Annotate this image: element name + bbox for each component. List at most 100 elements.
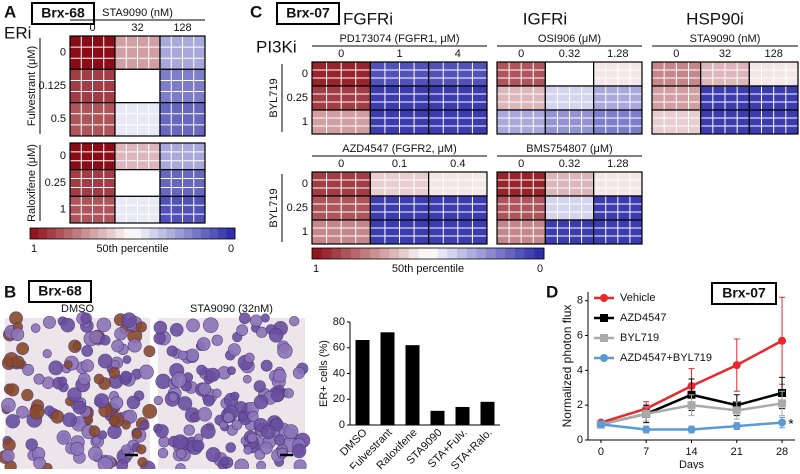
cell xyxy=(205,447,221,463)
colorbar-cell xyxy=(515,248,526,259)
cell xyxy=(80,312,92,324)
colorbar-cell xyxy=(408,248,419,259)
cell xyxy=(11,355,25,369)
colorbar-cell xyxy=(123,228,133,239)
colorbar-cell xyxy=(175,228,185,239)
y-tick-label: 80 xyxy=(333,316,345,328)
colorbar-cell xyxy=(466,248,477,259)
colorbar-cell xyxy=(226,228,236,239)
colorbar-cell xyxy=(106,228,116,239)
cell xyxy=(135,321,147,333)
cell xyxy=(5,414,20,429)
block-border xyxy=(748,109,799,135)
row-axis-label: Raloxifene (μM) xyxy=(26,144,38,222)
cell xyxy=(271,388,285,402)
cell xyxy=(283,388,294,399)
cell xyxy=(137,456,148,468)
colorbar-cell xyxy=(55,228,65,239)
x-tick-label: 14 xyxy=(685,446,697,458)
cell xyxy=(153,320,168,335)
cell xyxy=(56,430,71,445)
cell xyxy=(289,315,300,327)
cell xyxy=(259,441,273,455)
block-border xyxy=(428,219,488,245)
cell xyxy=(272,368,287,383)
legend-label: AZD4547 xyxy=(620,312,666,324)
colorbar-cell xyxy=(312,248,323,259)
col-label: 0.32 xyxy=(559,158,580,170)
image-label: STA9090 (32nM) xyxy=(190,303,273,315)
cell xyxy=(244,352,255,363)
cell xyxy=(136,444,147,455)
cell xyxy=(22,364,35,376)
colorbar-cell xyxy=(192,228,202,239)
marker xyxy=(596,420,605,429)
cell xyxy=(253,380,266,393)
cell xyxy=(42,349,52,359)
colorbar-cell xyxy=(141,228,150,239)
heatmap-title: PD173074 (FGFR1, μM) xyxy=(339,33,459,45)
cell xyxy=(33,456,46,470)
cell xyxy=(219,456,229,466)
marker xyxy=(732,361,741,370)
col-label: 32 xyxy=(131,22,143,34)
cell xyxy=(88,425,101,437)
cell xyxy=(155,424,169,438)
y-tick-label: 0 xyxy=(339,419,345,431)
colorbar-cell xyxy=(72,228,82,239)
cell xyxy=(70,441,85,456)
cell xyxy=(58,376,68,386)
col-label: 1.28 xyxy=(607,158,628,170)
row-class: PI3Ki xyxy=(256,37,297,56)
row-axis-label: BYL719 xyxy=(268,188,280,227)
colorbar-cell xyxy=(81,228,91,239)
cell xyxy=(168,392,178,402)
cell xyxy=(227,366,236,376)
col-label: 0 xyxy=(338,158,344,170)
colorbar-cell xyxy=(505,248,516,259)
tag: Brx-68 xyxy=(41,5,85,21)
cell xyxy=(132,429,143,439)
cell xyxy=(175,448,187,459)
cell xyxy=(192,439,205,452)
tag-box xyxy=(31,2,95,25)
tag: Brx-07 xyxy=(722,285,766,301)
cell xyxy=(62,412,77,427)
cell xyxy=(225,442,236,453)
tag-box xyxy=(28,280,92,303)
col-label: 0 xyxy=(338,48,344,60)
col-label: 0 xyxy=(518,48,524,60)
cell xyxy=(80,359,94,373)
colorbar-cell xyxy=(476,248,487,259)
cell xyxy=(72,400,87,415)
cell xyxy=(67,387,82,402)
x-tick-label: 21 xyxy=(731,446,743,458)
cell xyxy=(185,348,200,362)
cell xyxy=(16,405,29,419)
cell xyxy=(114,327,128,341)
marker xyxy=(642,409,651,418)
cell xyxy=(200,423,216,439)
cell xyxy=(247,432,258,443)
cell xyxy=(94,393,110,409)
cell xyxy=(247,410,259,422)
cell xyxy=(153,395,164,406)
cell xyxy=(99,334,111,346)
legend-marker xyxy=(600,334,608,342)
panel-label: B xyxy=(4,282,16,301)
y-tick-label: 40 xyxy=(333,367,345,379)
cell xyxy=(10,327,25,341)
cell xyxy=(268,327,284,343)
panel-label: A xyxy=(4,2,16,21)
cell xyxy=(223,411,235,423)
col-label: 1.28 xyxy=(607,48,628,60)
bar xyxy=(355,340,370,425)
cell xyxy=(122,355,132,364)
bar xyxy=(480,401,495,425)
annotation: * xyxy=(788,415,794,431)
row-label: 0.125 xyxy=(38,80,66,92)
cell xyxy=(1,449,15,463)
colorbar-cell xyxy=(98,228,108,239)
